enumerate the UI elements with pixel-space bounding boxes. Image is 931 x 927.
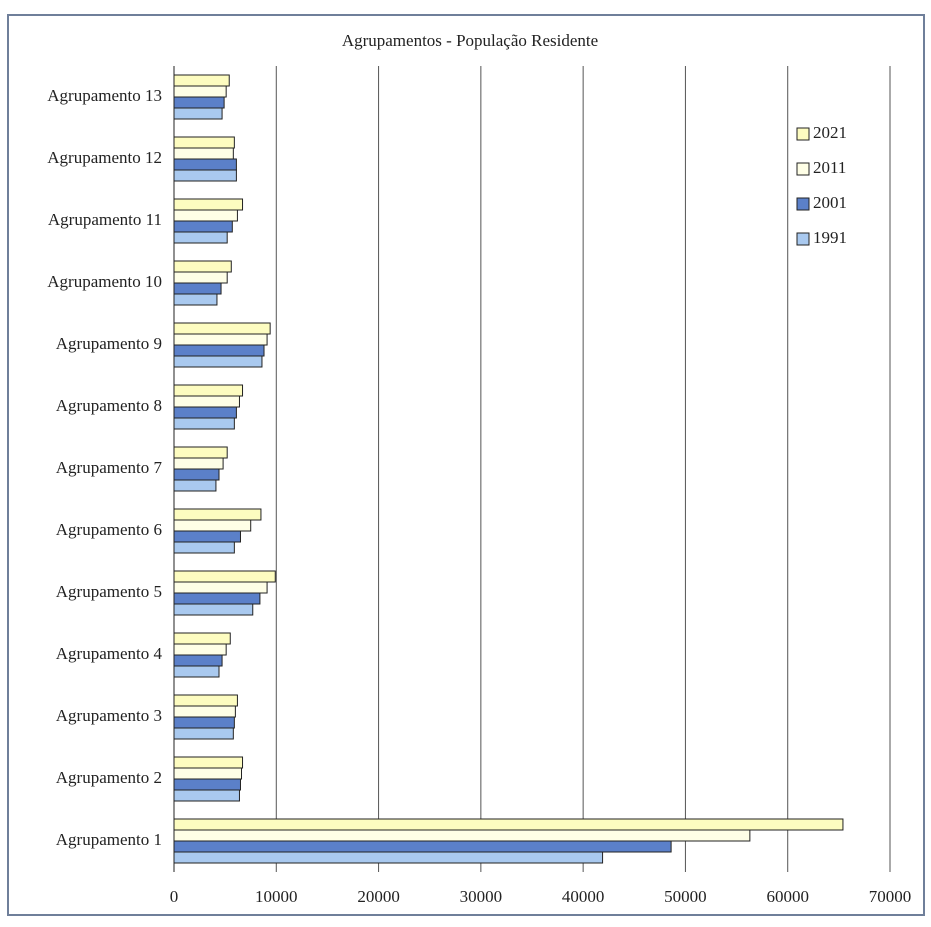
y-tick-label: Agrupamento 10 <box>47 272 162 291</box>
legend-swatch <box>796 162 810 176</box>
bar <box>173 851 604 864</box>
bar <box>173 581 268 594</box>
x-tick-label: 70000 <box>869 887 912 906</box>
bar <box>173 789 240 802</box>
bar <box>173 169 237 182</box>
bar <box>173 541 235 554</box>
bar <box>173 293 218 306</box>
bar <box>173 395 240 408</box>
y-tick-label: Agrupamento 8 <box>56 396 162 415</box>
bar <box>173 74 230 87</box>
bar <box>173 694 238 707</box>
x-tick-label: 50000 <box>664 887 707 906</box>
bar <box>173 457 224 470</box>
bar <box>173 231 228 244</box>
y-tick-label: Agrupamento 1 <box>56 830 162 849</box>
bar <box>173 158 237 171</box>
x-tick-label: 0 <box>170 887 179 906</box>
bar <box>173 530 241 543</box>
y-tick-label: Agrupamento 2 <box>56 768 162 787</box>
x-tick-label: 40000 <box>562 887 605 906</box>
bar <box>173 406 237 419</box>
bar <box>173 147 234 160</box>
y-tick-label: Agrupamento 9 <box>56 334 162 353</box>
bar <box>173 446 228 459</box>
bar <box>173 654 223 667</box>
bar <box>173 840 672 853</box>
bar <box>173 198 244 211</box>
y-tick-label: Agrupamento 11 <box>48 210 162 229</box>
bar <box>173 818 844 831</box>
bar <box>173 592 261 605</box>
bar <box>173 136 235 149</box>
bar <box>173 271 228 284</box>
bar <box>173 632 231 645</box>
chart-title: Agrupamentos - População Residente <box>342 31 598 50</box>
x-tick-label: 20000 <box>357 887 400 906</box>
bar <box>173 417 235 430</box>
bar <box>173 508 262 521</box>
legend-swatch <box>796 197 810 211</box>
bar <box>173 468 220 481</box>
bar <box>173 355 263 368</box>
bar <box>173 333 268 346</box>
bar <box>173 322 271 335</box>
x-tick-label: 30000 <box>460 887 503 906</box>
y-tick-label: Agrupamento 12 <box>47 148 162 167</box>
y-tick-label: Agrupamento 13 <box>47 86 162 105</box>
bar <box>173 716 235 729</box>
bar <box>173 727 234 740</box>
legend-swatch <box>796 127 810 141</box>
bar <box>173 665 220 678</box>
chart-frame <box>7 14 925 916</box>
x-tick-label: 10000 <box>255 887 298 906</box>
bar <box>173 705 236 718</box>
legend-label: 2021 <box>813 123 847 142</box>
legend-label: 2001 <box>813 193 847 212</box>
bar <box>173 220 233 233</box>
bar <box>173 85 227 98</box>
bar <box>173 384 244 397</box>
y-tick-label: Agrupamento 7 <box>56 458 163 477</box>
bar <box>173 209 238 222</box>
y-tick-label: Agrupamento 6 <box>56 520 162 539</box>
bar <box>173 96 225 109</box>
bar <box>173 519 252 532</box>
bar <box>173 282 222 295</box>
bar <box>173 778 241 791</box>
bar <box>173 344 265 357</box>
bar <box>173 107 223 120</box>
bar <box>173 570 276 583</box>
bar <box>173 479 217 492</box>
x-tick-label: 60000 <box>766 887 809 906</box>
bar <box>173 756 244 769</box>
y-tick-label: Agrupamento 5 <box>56 582 162 601</box>
y-tick-label: Agrupamento 4 <box>56 644 163 663</box>
legend-label: 2011 <box>813 158 846 177</box>
legend-swatch <box>796 232 810 246</box>
y-tick-label: Agrupamento 3 <box>56 706 162 725</box>
bar <box>173 767 243 780</box>
bar <box>173 260 232 273</box>
bar <box>173 829 751 842</box>
bar <box>173 603 254 616</box>
legend-label: 1991 <box>813 228 847 247</box>
bar <box>173 643 227 656</box>
